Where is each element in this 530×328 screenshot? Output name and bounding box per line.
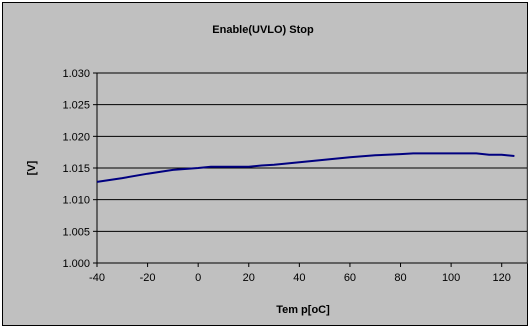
x-tick-label: 40	[293, 272, 305, 284]
x-tick-label: 120	[493, 272, 511, 284]
line-chart: Enable(UVLO) Stop 1.0001.0051.0101.0151.…	[26, 24, 528, 316]
x-tick-label: 100	[442, 272, 460, 284]
x-tick-label: -40	[89, 272, 105, 284]
y-tick-label: 1.010	[62, 195, 90, 207]
x-tick-label: 0	[195, 272, 201, 284]
x-tick-label: 60	[344, 272, 356, 284]
y-tick-label: 1.015	[62, 163, 90, 175]
x-axis-ticks: -40 -20 0 20 40 60 80 100 120	[89, 263, 511, 284]
y-tick-label: 1.025	[62, 100, 90, 112]
y-tick-label: 1.020	[62, 131, 90, 143]
series-group	[96, 152, 515, 183]
x-axis-label: Tem p[oC]	[276, 304, 330, 316]
x-tick-label: -20	[140, 272, 156, 284]
chart-title: Enable(UVLO) Stop	[212, 24, 314, 36]
y-axis-ticks: 1.000 1.005 1.010 1.015 1.020 1.025 1.030	[62, 68, 97, 270]
series-line	[96, 152, 515, 183]
y-axis-label: [V]	[26, 160, 38, 175]
y-tick-label: 1.000	[62, 258, 90, 270]
x-tick-label: 20	[243, 272, 255, 284]
y-tick-label: 1.005	[62, 226, 90, 238]
y-tick-label: 1.030	[62, 68, 90, 80]
x-tick-label: 80	[394, 272, 406, 284]
